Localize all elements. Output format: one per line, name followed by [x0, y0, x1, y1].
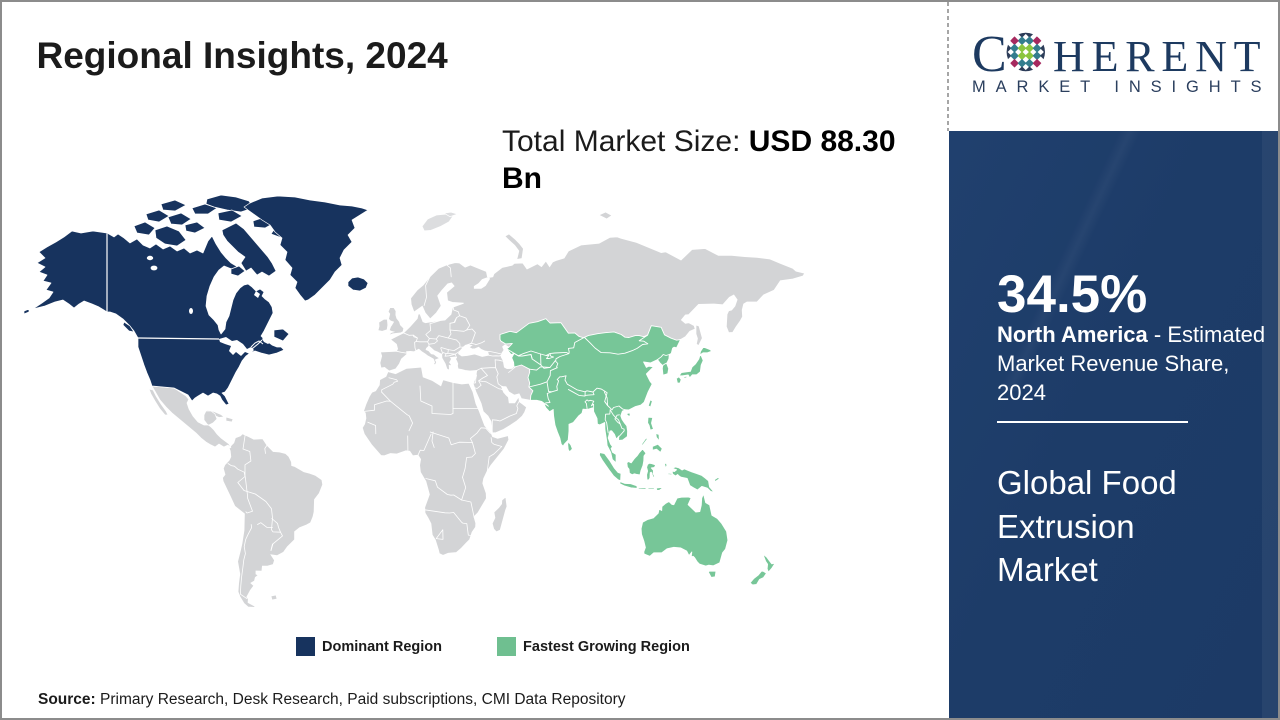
svg-text:C: C	[972, 28, 1007, 83]
svg-text:HERENT: HERENT	[1053, 32, 1267, 81]
svg-text:MARKET INSIGHTS: MARKET INSIGHTS	[972, 78, 1268, 96]
